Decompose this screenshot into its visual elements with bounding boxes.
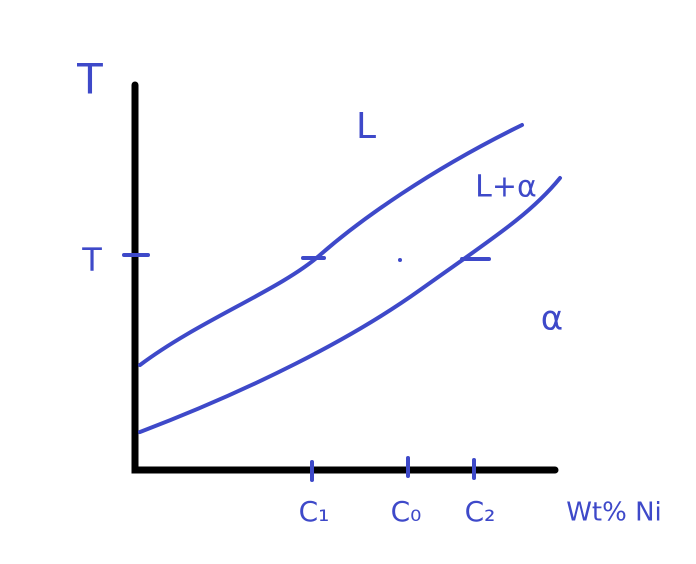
x-tick-label: C₀ — [391, 495, 422, 528]
x-axis-label: Wt% Ni — [566, 498, 662, 528]
axes — [131, 81, 559, 474]
region-label: α — [541, 299, 563, 339]
solidus-curve — [138, 176, 562, 434]
temperature-label: T — [81, 241, 102, 279]
x-tick-label: C₂ — [465, 495, 496, 528]
x-tick-label: C₁ — [299, 495, 330, 528]
y-axis-label: T — [76, 55, 103, 104]
liquidus-curve — [138, 123, 524, 367]
region-label: L — [356, 106, 376, 147]
region-label: L+α — [475, 170, 537, 205]
alloy-point — [398, 258, 402, 262]
